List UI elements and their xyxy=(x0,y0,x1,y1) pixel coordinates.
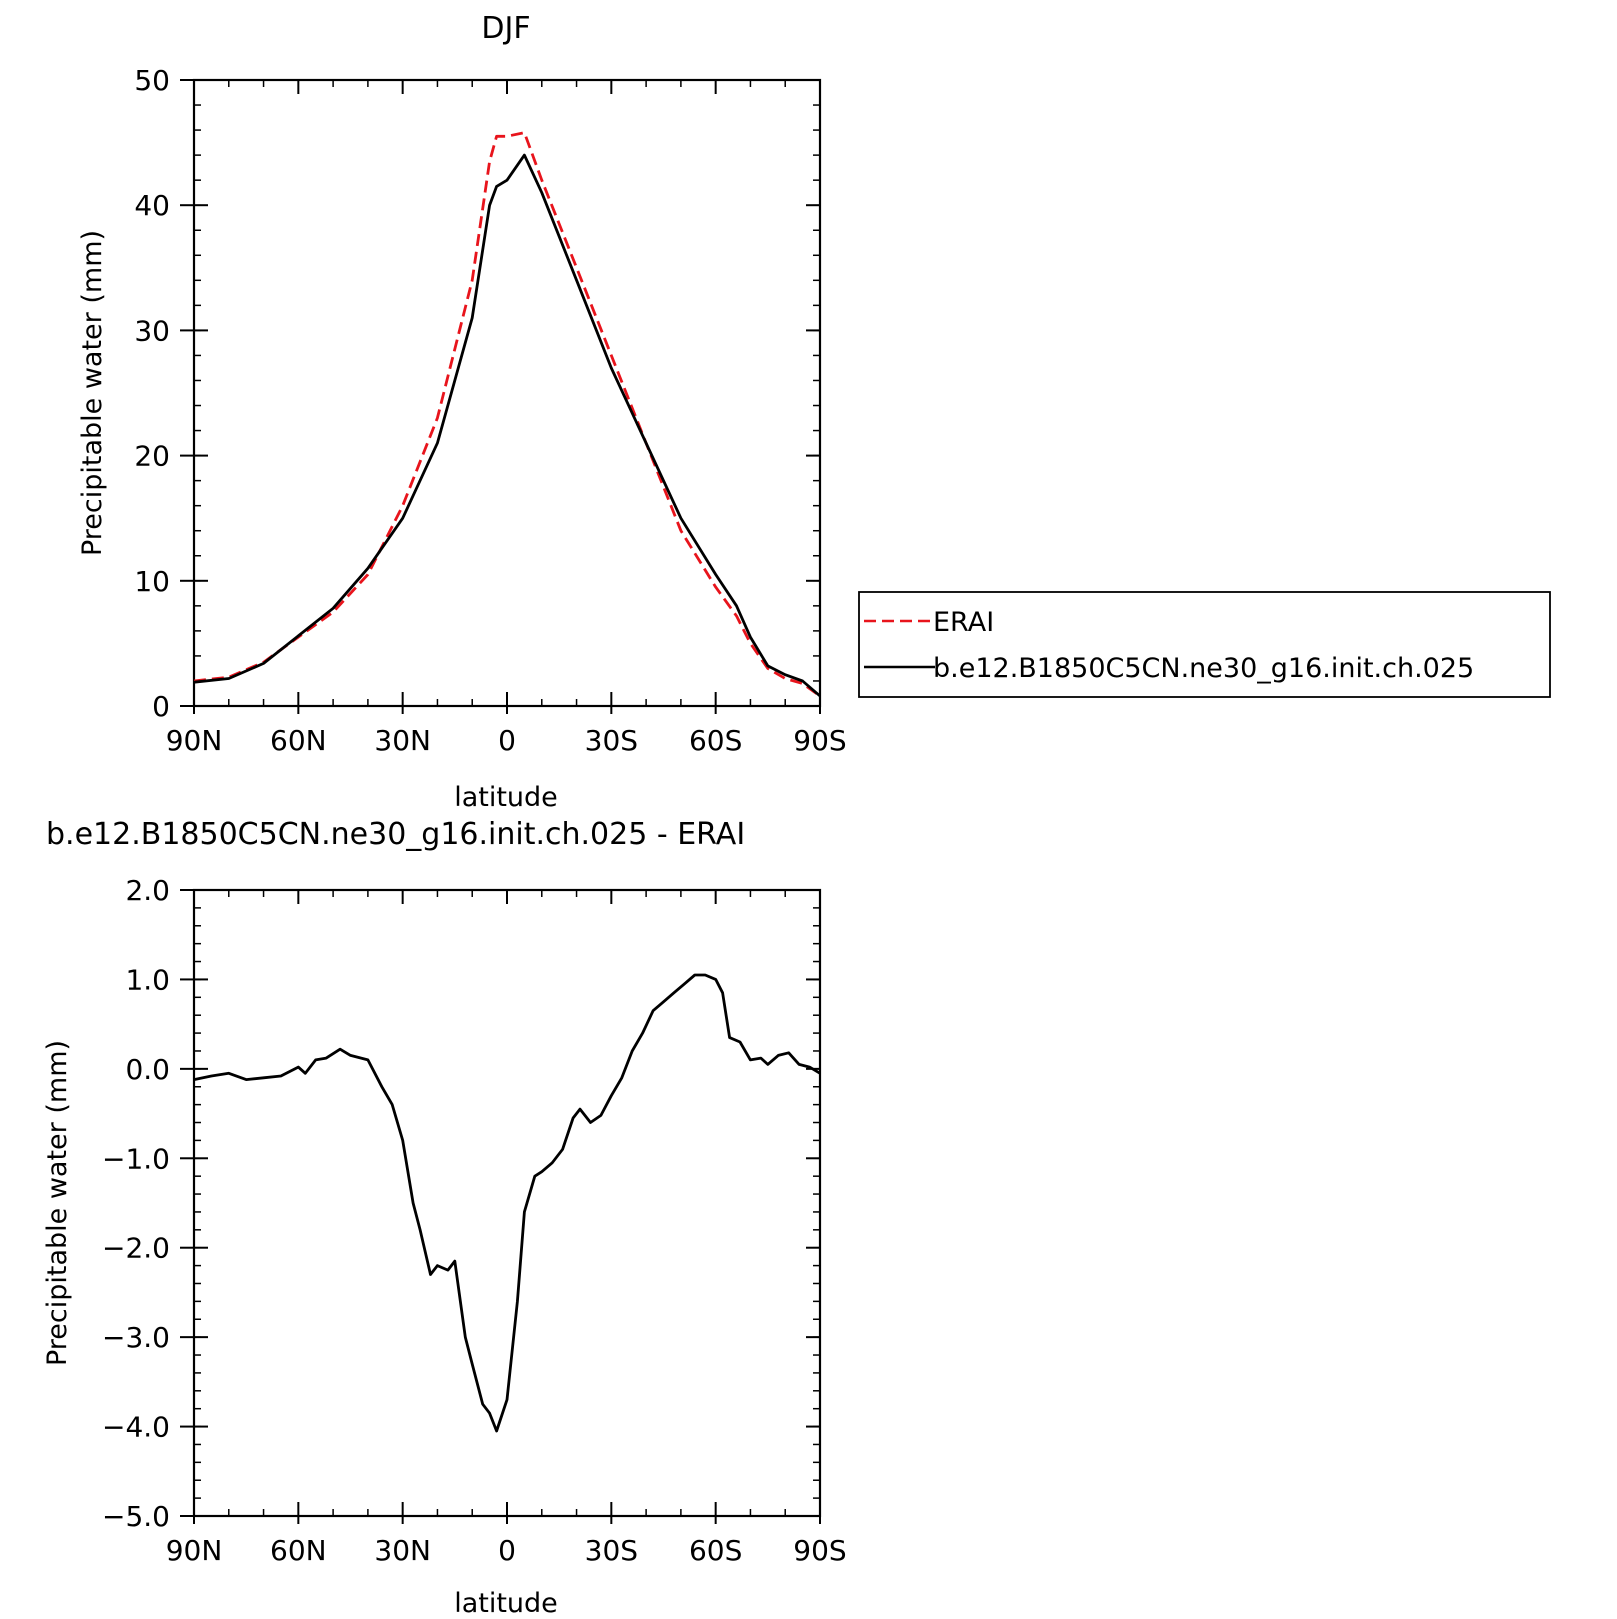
top-chart-title: DJF xyxy=(481,11,530,46)
top-y-tick-label: 40 xyxy=(134,189,170,222)
bottom-panel: b.e12.B1850C5CN.ne30_g16.init.ch.025 - E… xyxy=(42,817,847,1619)
top-plot-frame xyxy=(192,78,822,708)
bottom-y-axis-label: Precipitable water (mm) xyxy=(42,1040,73,1366)
bottom-x-axis-label: latitude xyxy=(454,1588,558,1619)
top-y-tick-label: 50 xyxy=(134,64,170,97)
top-lines xyxy=(193,131,821,698)
bottom-y-tick-label: −5.0 xyxy=(102,1500,170,1533)
top-y-axis-label: Precipitable water (mm) xyxy=(77,230,108,556)
top-x-tick-label: 90S xyxy=(793,724,846,757)
top-series-line-1 xyxy=(193,153,821,698)
bottom-chart-title: b.e12.B1850C5CN.ne30_g16.init.ch.025 - E… xyxy=(46,817,745,852)
bottom-x-tick-label: 60S xyxy=(689,1534,742,1567)
top-series-line-0 xyxy=(193,131,821,698)
bottom-y-tick-label: 2.0 xyxy=(125,874,170,907)
bottom-x-tick-label: 90S xyxy=(793,1534,846,1567)
bottom-y-tick-label: −4.0 xyxy=(102,1411,170,1444)
top-ticks: 90N 60N 30N 0 30S 60S 90S 0 10 20 30 40 50 xyxy=(134,64,846,757)
top-x-tick-label: 90N xyxy=(166,724,223,757)
top-panel: DJF 90N 60N 30N 0 30S 60S 90S 0 10 20 30 40 50 latit… xyxy=(77,11,1551,813)
bottom-x-tick-label: 30S xyxy=(585,1534,638,1567)
legend-label-erai: ERAI xyxy=(933,607,994,638)
bottom-y-tick-label: −2.0 xyxy=(102,1232,170,1265)
top-y-tick-label: 0 xyxy=(152,690,170,723)
top-x-tick-label: 60S xyxy=(689,724,742,757)
legend-label-model: b.e12.B1850C5CN.ne30_g16.init.ch.025 xyxy=(933,653,1474,684)
bottom-plot-frame xyxy=(192,888,822,1518)
bottom-y-tick-label: 0.0 xyxy=(125,1053,170,1086)
top-x-tick-label: 30N xyxy=(374,724,431,757)
bottom-y-tick-label: 1.0 xyxy=(125,963,170,996)
bottom-ticks: 90N 60N 30N 0 30S 60S 90S 2.0 1.0 0.0 −1.0 −2.0 −3.0… xyxy=(102,874,847,1567)
bottom-x-tick-label: 0 xyxy=(498,1534,516,1567)
top-y-tick-label: 20 xyxy=(134,440,170,473)
top-x-tick-label: 60N xyxy=(270,724,327,757)
bottom-lines xyxy=(193,973,821,1433)
top-y-tick-label: 10 xyxy=(134,565,170,598)
bottom-y-tick-label: −1.0 xyxy=(102,1142,170,1175)
bottom-series-line-0 xyxy=(193,973,821,1433)
legend: ERAI b.e12.B1850C5CN.ne30_g16.init.ch.02… xyxy=(858,591,1551,698)
bottom-y-tick-label: −3.0 xyxy=(102,1321,170,1354)
bottom-x-tick-label: 30N xyxy=(374,1534,431,1567)
bottom-x-tick-label: 60N xyxy=(270,1534,327,1567)
top-x-axis-label: latitude xyxy=(454,782,558,813)
top-y-tick-label: 30 xyxy=(134,314,170,347)
bottom-x-tick-label: 90N xyxy=(166,1534,223,1567)
top-x-tick-label: 0 xyxy=(498,724,516,757)
legend-box xyxy=(858,591,1551,698)
top-x-tick-label: 30S xyxy=(585,724,638,757)
